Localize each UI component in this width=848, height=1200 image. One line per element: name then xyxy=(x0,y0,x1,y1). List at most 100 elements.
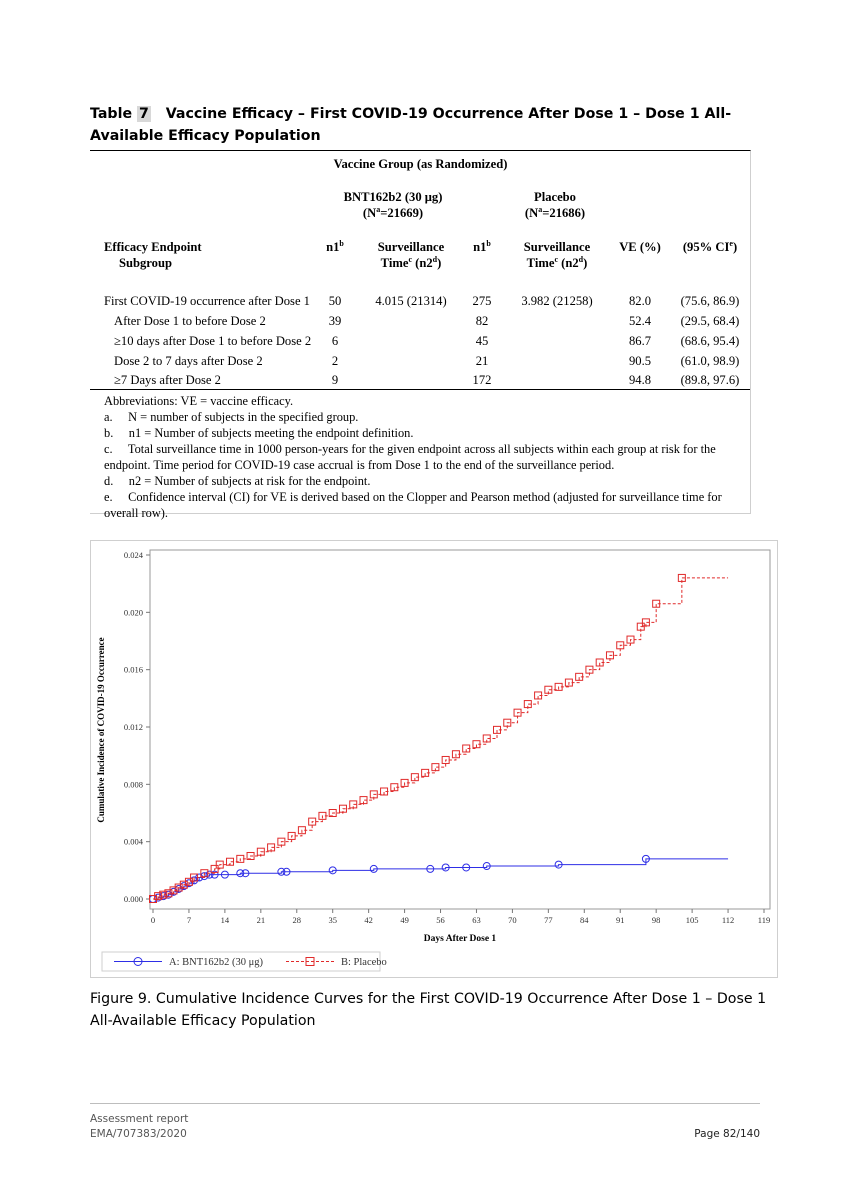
data-point xyxy=(169,886,178,895)
data-point xyxy=(210,870,219,879)
data-point xyxy=(636,622,645,631)
data-point xyxy=(677,573,686,582)
data-point xyxy=(184,877,193,886)
data-point xyxy=(626,635,635,644)
x-tick-label: 21 xyxy=(257,915,266,925)
table-footnotes: Abbreviations: VE = vaccine efficacy. a.… xyxy=(104,393,744,521)
data-point xyxy=(328,866,337,875)
data-point xyxy=(554,860,563,869)
data-point xyxy=(451,750,460,759)
data-point xyxy=(641,618,650,627)
x-tick-label: 112 xyxy=(722,915,734,925)
data-point xyxy=(210,864,219,873)
data-point xyxy=(287,831,296,840)
data-point xyxy=(462,744,471,753)
chart-frame-border xyxy=(90,540,778,978)
col-surveillance-placebo-line1: Surveillance xyxy=(523,240,591,254)
bnt-group-n: (Na=21669) xyxy=(362,204,424,220)
col-n1-placebo: n1b xyxy=(473,238,491,254)
cumulative-incidence-chart: 0.000 0.004 0.008 0.012 0.016 0.020 0.024 0 7 14… xyxy=(90,540,778,978)
x-axis-label: Days After Dose 1 xyxy=(424,934,497,944)
data-point xyxy=(174,883,183,892)
legend-label-bnt: A: BNT162b2 (30 μg) xyxy=(169,957,264,968)
placebo-group-name: Placebo xyxy=(534,190,576,204)
data-point xyxy=(605,651,614,660)
data-point xyxy=(318,811,327,820)
x-tick-label: 56 xyxy=(436,915,445,925)
legend-label-placebo: B: Placebo xyxy=(341,957,387,968)
x-tick-label: 7 xyxy=(187,915,191,925)
data-point xyxy=(220,870,229,879)
data-point xyxy=(641,854,650,863)
data-point xyxy=(200,869,209,878)
data-point xyxy=(493,725,502,734)
data-point xyxy=(421,768,430,777)
data-point xyxy=(282,867,291,876)
y-axis-label: Cumulative Incidence of COVID-19 Occurre… xyxy=(96,637,106,822)
footnote: e. Confidence interval (CI) for VE is de… xyxy=(104,490,725,520)
col-surveillance-bnt-line1: Surveillance xyxy=(377,240,445,254)
data-point xyxy=(159,890,168,899)
data-point xyxy=(534,691,543,700)
col-endpoint-line2: Subgroup xyxy=(119,256,172,270)
data-point xyxy=(431,763,440,772)
series-line xyxy=(153,577,729,900)
data-point xyxy=(164,889,173,898)
footnote: b. n1 = Number of subjects meeting the e… xyxy=(104,426,414,440)
footer-page-number: Page 82/140 xyxy=(694,1128,760,1140)
data-point xyxy=(359,796,368,805)
footnote: Abbreviations: VE = vaccine efficacy. xyxy=(104,394,294,408)
series-layer xyxy=(149,573,729,903)
data-point xyxy=(575,672,584,681)
data-point xyxy=(241,869,250,878)
x-tick-label: 49 xyxy=(400,915,409,925)
data-point xyxy=(554,682,563,691)
table-title-text: Vaccine Efficacy – First COVID-19 Occurr… xyxy=(90,106,737,144)
col-ci: (95% CIe) xyxy=(682,238,738,254)
y-axis: 0.000 0.004 0.008 0.012 0.016 0.020 0.024 xyxy=(124,550,150,904)
data-point xyxy=(236,854,245,863)
col-endpoint-line1: Efficacy Endpoint xyxy=(104,240,202,254)
x-tick-label: 70 xyxy=(508,915,516,925)
table-number: 7 xyxy=(137,106,151,122)
x-tick-label: 63 xyxy=(472,915,481,925)
x-axis: 0 7 14 21 28 35 42 49 56 63 70 77 84 91 98 105 112 119 xyxy=(151,909,770,925)
data-point xyxy=(380,787,389,796)
x-tick-label: 77 xyxy=(544,915,553,925)
footnote: d. n2 = Number of subjects at risk for t… xyxy=(104,474,371,488)
data-point xyxy=(179,880,188,889)
table-title-prefix: Table xyxy=(90,106,138,122)
data-point xyxy=(369,864,378,873)
data-point xyxy=(297,826,306,835)
data-point xyxy=(441,755,450,764)
data-point xyxy=(503,718,512,727)
table-title: Table 7 Vaccine Efficacy – First COVID-1… xyxy=(90,103,770,147)
footnote-divider xyxy=(90,389,750,390)
data-point xyxy=(564,678,573,687)
data-point xyxy=(277,867,286,876)
footer-report-label: Assessment report xyxy=(90,1113,189,1125)
data-point xyxy=(349,800,358,809)
legend-marker-placebo xyxy=(305,957,315,966)
data-point xyxy=(482,734,491,743)
x-tick-label: 84 xyxy=(580,915,589,925)
data-point xyxy=(154,892,163,901)
x-tick-label: 91 xyxy=(616,915,625,925)
data-point xyxy=(190,873,199,882)
data-point xyxy=(215,860,224,869)
footer-divider xyxy=(90,1103,760,1104)
data-point xyxy=(205,870,214,879)
data-point xyxy=(513,708,522,717)
data-point xyxy=(308,817,317,826)
y-tick-label: 0.024 xyxy=(124,550,144,560)
col-n1-bnt: n1b xyxy=(326,238,344,254)
chart-legend: A: BNT162b2 (30 μg) B: Placebo xyxy=(101,951,387,972)
data-point xyxy=(410,773,419,782)
data-point xyxy=(426,864,435,873)
data-point xyxy=(400,778,409,787)
x-tick-label: 105 xyxy=(686,915,699,925)
x-tick-label: 0 xyxy=(151,915,155,925)
data-point xyxy=(616,641,625,650)
data-point xyxy=(390,783,399,792)
x-tick-label: 35 xyxy=(328,915,337,925)
